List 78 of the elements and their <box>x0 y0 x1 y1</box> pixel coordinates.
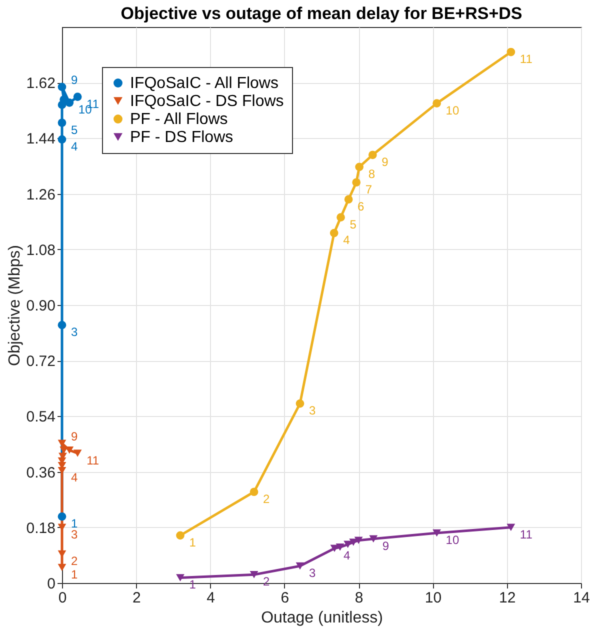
y-axis-title: Objective (Mbps) <box>6 245 24 366</box>
x-axis-title: Outage (unitless) <box>261 610 383 626</box>
annotation: 11 <box>86 453 100 468</box>
annotation: 4 <box>71 470 78 485</box>
chart-title: Objective vs outage of mean delay for BE+RS+DS <box>120 4 522 23</box>
point <box>58 82 66 92</box>
point <box>506 48 516 56</box>
annotation: 10 <box>446 103 460 118</box>
annotation: 3 <box>309 566 316 580</box>
legend-label: IFQoSaIC - All Flows <box>130 75 278 92</box>
annotation: 5 <box>350 217 357 232</box>
point <box>355 162 364 172</box>
point <box>336 213 345 222</box>
annotation: 10 <box>446 532 460 547</box>
point <box>336 544 344 551</box>
point <box>352 178 361 187</box>
legend-label: PF - All Flows <box>130 111 228 128</box>
point <box>58 118 66 127</box>
point <box>368 150 377 160</box>
y-tick-label: 1.26 <box>26 186 56 204</box>
y-tick-label: 1.62 <box>26 75 56 92</box>
y-tick-label: 0.18 <box>26 520 56 537</box>
annotation: 5 <box>71 122 78 137</box>
point <box>58 564 66 572</box>
annotation: 11 <box>520 52 533 66</box>
annotation: 4 <box>71 139 78 154</box>
legend-label: PF - DS Flows <box>130 129 234 146</box>
point <box>65 98 74 107</box>
y-tick-label: 1.44 <box>26 130 56 148</box>
annotation: 1 <box>71 568 78 582</box>
point <box>296 399 304 408</box>
y-tick-label: 0.54 <box>26 408 56 426</box>
annotation: 9 <box>71 429 78 444</box>
point <box>506 524 516 532</box>
x-tick-label: 4 <box>206 590 215 606</box>
point <box>369 535 378 542</box>
annotation: 9 <box>382 154 389 169</box>
point <box>296 562 304 570</box>
y-tick-label: 1.08 <box>26 242 56 259</box>
annotation: 2 <box>71 554 78 568</box>
y-tick-label: 0.90 <box>26 298 56 314</box>
x-tick-label: 12 <box>499 590 516 606</box>
annotation: 9 <box>382 538 390 553</box>
legend-label: IFQoSaIC - DS Flows <box>130 93 284 110</box>
annotation: 6 <box>358 199 365 214</box>
point <box>354 536 363 544</box>
point <box>432 529 441 537</box>
x-tick-label: 10 <box>424 590 442 606</box>
point <box>176 531 184 540</box>
annotation: 4 <box>343 548 350 562</box>
point <box>330 228 338 238</box>
annotation: 11 <box>520 527 533 542</box>
annotation: 3 <box>309 404 316 418</box>
point <box>344 195 353 204</box>
y-tick-label: 0.72 <box>26 353 56 370</box>
annotation: 7 <box>365 182 372 196</box>
point <box>58 135 66 144</box>
annotation: 3 <box>71 325 78 340</box>
point <box>73 92 82 101</box>
point <box>58 512 66 521</box>
y-tick-label: 0 <box>47 576 56 592</box>
annotation: 9 <box>71 72 78 87</box>
annotation: 4 <box>343 233 350 248</box>
point <box>58 320 66 330</box>
x-tick-label: 2 <box>132 590 141 606</box>
point <box>73 450 82 457</box>
x-tick-label: 6 <box>280 590 290 606</box>
point <box>250 571 258 578</box>
annotation: 8 <box>368 166 376 181</box>
x-tick-label: 0 <box>58 590 67 606</box>
point <box>176 574 184 582</box>
point <box>432 99 441 108</box>
x-tick-label: 8 <box>354 590 364 606</box>
y-tick-label: 0.36 <box>26 464 56 482</box>
x-tick-label: 14 <box>573 590 590 606</box>
annotation: 2 <box>263 492 270 506</box>
annotation: 1 <box>189 535 196 550</box>
point <box>250 488 258 496</box>
